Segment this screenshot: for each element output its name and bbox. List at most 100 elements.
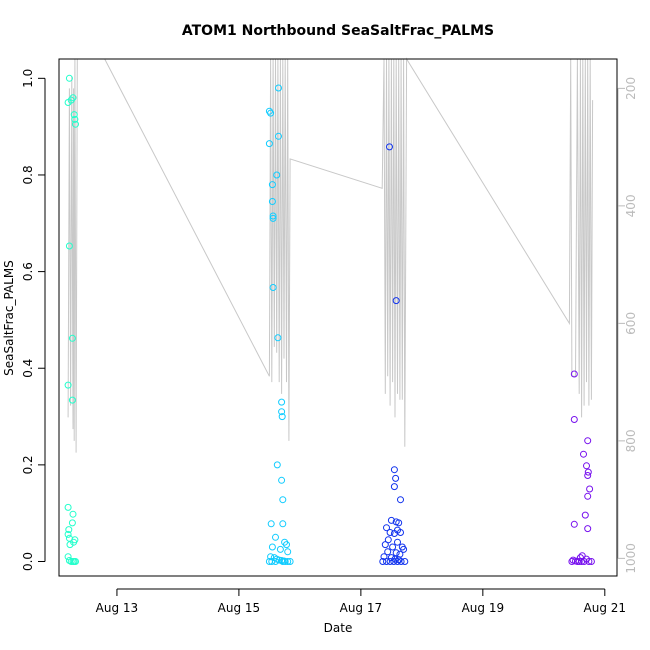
data-point-series-1: [70, 111, 78, 119]
altitude-profile-line: [67, 57, 594, 453]
x-axis-label: Date: [324, 621, 353, 635]
secondary-tick-label: 600: [624, 312, 638, 335]
secondary-tick-label: 1000: [624, 543, 638, 574]
data-point-series-1: [64, 381, 72, 389]
data-point-series-2: [279, 520, 287, 528]
data-point-series-3: [379, 558, 387, 565]
data-point-series-2: [286, 558, 294, 565]
data-point-series-4: [584, 525, 592, 533]
data-point-series-3: [383, 558, 390, 565]
data-point-series-2: [267, 520, 275, 528]
data-point-series-3: [400, 545, 408, 553]
data-point-series-4: [585, 558, 593, 565]
y-axis-label: SeaSaltFrac_PALMS: [2, 260, 16, 376]
y-tick-label: 1.0: [21, 69, 35, 88]
data-point-series-3: [386, 529, 394, 536]
data-point-series-2: [276, 545, 284, 553]
data-point-series-1: [64, 530, 72, 538]
data-point-series-3: [389, 543, 397, 551]
y-tick-label: 0.0: [21, 552, 35, 571]
secondary-tick-label: 800: [624, 429, 638, 452]
x-tick-label: Aug 17: [340, 601, 383, 615]
data-point-series-3: [395, 519, 403, 527]
data-point-series-2: [268, 181, 276, 189]
data-point-series-4: [581, 511, 589, 519]
x-tick-label: Aug 21: [584, 601, 627, 615]
data-point-series-2: [268, 543, 276, 551]
data-point-series-2: [278, 398, 286, 406]
data-point-series-1: [64, 503, 72, 511]
data-point-series-3: [392, 549, 400, 557]
data-point-series-3: [401, 558, 409, 565]
data-point-series-2: [278, 413, 286, 421]
x-tick-label: Aug 19: [462, 601, 505, 615]
data-point-series-2: [278, 476, 286, 484]
data-point-series-2: [269, 212, 277, 220]
data-point-series-4: [587, 558, 595, 565]
secondary-tick-label: 200: [624, 77, 638, 100]
data-point-series-3: [386, 558, 394, 565]
data-point-series-2: [269, 284, 277, 291]
data-point-series-4: [578, 558, 586, 565]
data-point-series-3: [384, 548, 392, 556]
x-axis: Aug 13 Aug 15 Aug 17 Aug 19 Aug 21: [96, 588, 627, 615]
data-point-series-4: [570, 370, 578, 378]
data-point-series-2: [267, 553, 275, 561]
data-points-layer: [64, 74, 595, 565]
data-point-series-2: [269, 214, 277, 222]
data-point-series-3: [392, 297, 400, 305]
data-point-series-4: [584, 468, 592, 476]
data-point-series-2: [284, 558, 292, 565]
data-point-series-1: [66, 541, 74, 549]
data-point-series-3: [394, 538, 401, 546]
secondary-tick-label: 400: [624, 194, 638, 217]
data-point-series-1: [71, 115, 79, 123]
data-point-series-2: [279, 558, 287, 565]
data-point-series-1: [69, 510, 77, 518]
data-point-series-3: [383, 524, 390, 532]
y-tick-label: 0.8: [21, 165, 35, 184]
data-point-series-2: [272, 533, 279, 541]
data-point-series-2: [268, 558, 276, 565]
y-tick-label: 0.6: [21, 262, 35, 281]
data-point-series-4: [584, 472, 592, 479]
data-point-series-2: [265, 107, 273, 115]
data-point-series-3: [387, 516, 395, 524]
data-point-series-1: [72, 120, 79, 128]
data-point-series-2: [279, 496, 287, 504]
data-point-series-2: [281, 558, 289, 565]
data-point-series-4: [570, 520, 578, 528]
data-point-series-2: [283, 541, 290, 549]
data-point-series-1: [68, 396, 76, 404]
data-point-series-4: [584, 492, 592, 500]
data-point-series-4: [586, 485, 594, 493]
data-point-series-4: [580, 558, 588, 565]
data-point-series-2: [273, 171, 281, 179]
secondary-y-axis: 200 400 600 800 1000: [617, 77, 638, 574]
data-point-series-2: [275, 132, 282, 140]
data-point-series-3: [397, 496, 404, 504]
data-point-series-2: [272, 558, 279, 565]
chart-title: ATOM1 Northbound SeaSaltFrac_PALMS: [182, 23, 494, 39]
data-point-series-2: [268, 198, 276, 205]
data-point-series-4: [583, 462, 590, 470]
data-point-series-1: [70, 538, 78, 546]
data-point-series-2: [267, 109, 275, 117]
data-point-series-3: [392, 474, 400, 482]
data-point-series-3: [386, 143, 393, 151]
data-point-series-1: [65, 526, 73, 534]
data-point-series-3: [396, 550, 404, 558]
data-point-series-4: [575, 558, 583, 565]
data-point-series-3: [397, 529, 404, 536]
y-tick-label: 0.2: [21, 455, 35, 474]
data-point-series-2: [284, 548, 292, 556]
data-point-series-1: [68, 334, 76, 342]
data-point-series-1: [69, 94, 77, 102]
data-point-series-1: [65, 242, 73, 250]
data-point-series-2: [274, 334, 282, 342]
data-point-series-4: [584, 437, 592, 445]
data-point-series-3: [394, 558, 401, 565]
data-point-series-3: [390, 483, 398, 491]
data-point-series-2: [275, 84, 282, 92]
